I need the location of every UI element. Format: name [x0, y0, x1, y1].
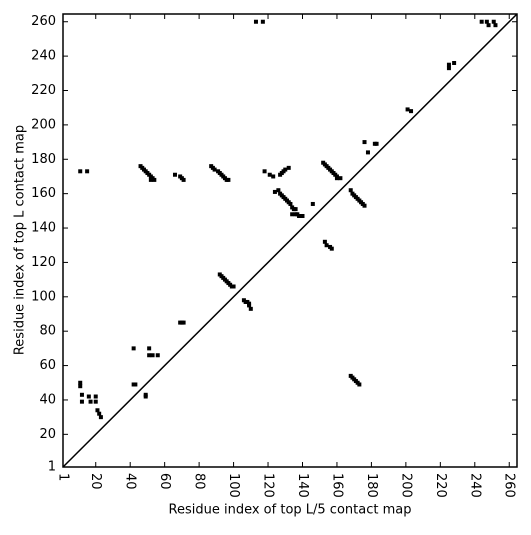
contact — [300, 214, 305, 219]
contact — [290, 212, 295, 217]
contact — [267, 172, 272, 177]
contact — [324, 243, 329, 248]
x-tick-label: 1 — [56, 473, 71, 481]
x-tick-label: 120 — [261, 473, 276, 498]
contact — [338, 176, 343, 181]
contact — [231, 284, 236, 289]
contact — [98, 415, 103, 420]
x-tick-label: 100 — [226, 473, 241, 498]
contact — [374, 141, 379, 146]
contact — [334, 176, 339, 181]
contact — [147, 353, 152, 358]
contact — [357, 382, 362, 387]
contact — [486, 23, 491, 28]
contact — [93, 399, 98, 404]
contact — [133, 382, 138, 387]
x-tick-label: 220 — [433, 473, 448, 498]
contact — [150, 353, 155, 358]
contact — [262, 169, 267, 174]
contact — [272, 189, 277, 194]
contact — [362, 140, 367, 145]
contact — [452, 60, 457, 65]
contact — [446, 66, 451, 71]
contact — [155, 353, 160, 358]
contact — [86, 394, 91, 399]
contact — [148, 177, 153, 182]
contact — [283, 167, 288, 172]
y-tick-label: 260 — [31, 14, 56, 29]
contact — [78, 384, 83, 389]
contact — [276, 188, 281, 193]
contact — [271, 174, 276, 179]
x-tick-label: 60 — [157, 473, 172, 490]
y-tick-label: 120 — [31, 255, 56, 270]
contact — [491, 19, 496, 24]
y-tick-label: 40 — [39, 392, 56, 407]
contact — [79, 392, 84, 397]
contact — [95, 408, 100, 413]
y-tick-label: 240 — [31, 49, 56, 64]
contact — [365, 150, 370, 155]
contact — [348, 188, 353, 193]
contact — [226, 177, 231, 182]
contact — [172, 172, 177, 177]
contact — [253, 19, 258, 24]
contact — [322, 239, 327, 244]
contact — [362, 203, 367, 208]
x-tick-label: 260 — [502, 473, 517, 498]
contact — [78, 380, 83, 385]
contact — [286, 165, 291, 170]
x-axis-label: Residue index of top L/5 contact map — [169, 503, 412, 518]
contact — [181, 177, 186, 182]
y-tick-label: 160 — [31, 186, 56, 201]
contact — [152, 177, 157, 182]
x-tick-label: 140 — [295, 473, 310, 498]
contact — [293, 207, 298, 212]
y-tick-label: 140 — [31, 221, 56, 236]
contact — [484, 19, 489, 24]
contact — [79, 399, 84, 404]
y-tick-label: 60 — [39, 358, 56, 373]
contact — [143, 394, 148, 399]
y-tick-label: 200 — [31, 117, 56, 132]
x-tick-label: 160 — [329, 473, 344, 498]
x-tick-label: 200 — [398, 473, 413, 498]
contact — [310, 201, 315, 206]
y-tick-label: 100 — [31, 289, 56, 304]
y-tick-label: 20 — [39, 427, 56, 442]
contact — [479, 19, 484, 24]
y-tick-label: 1 — [48, 460, 56, 475]
x-tick-label: 240 — [467, 473, 482, 498]
plot-frame — [62, 13, 518, 468]
contact — [446, 62, 451, 67]
contact — [88, 399, 93, 404]
x-tick-label: 20 — [88, 473, 103, 490]
contact — [85, 169, 90, 174]
contact — [78, 169, 83, 174]
contact — [247, 303, 252, 308]
contact — [97, 411, 102, 416]
contact — [131, 346, 136, 351]
y-tick-label: 80 — [39, 324, 56, 339]
contact — [409, 109, 414, 114]
contact — [147, 346, 152, 351]
contact — [329, 246, 334, 251]
y-tick-label: 220 — [31, 83, 56, 98]
x-tick-label: 180 — [364, 473, 379, 498]
contact — [288, 201, 293, 206]
contact — [260, 19, 265, 24]
contact — [248, 306, 253, 311]
contact — [212, 167, 217, 172]
x-tick-label: 80 — [192, 473, 207, 490]
contact — [405, 107, 410, 112]
y-tick-label: 180 — [31, 152, 56, 167]
contact — [493, 23, 498, 28]
contact — [93, 394, 98, 399]
diagonal — [62, 13, 518, 468]
y-axis-label: Residue index of top L contact map — [13, 125, 28, 355]
x-tick-label: 40 — [123, 473, 138, 490]
contact — [181, 320, 186, 325]
